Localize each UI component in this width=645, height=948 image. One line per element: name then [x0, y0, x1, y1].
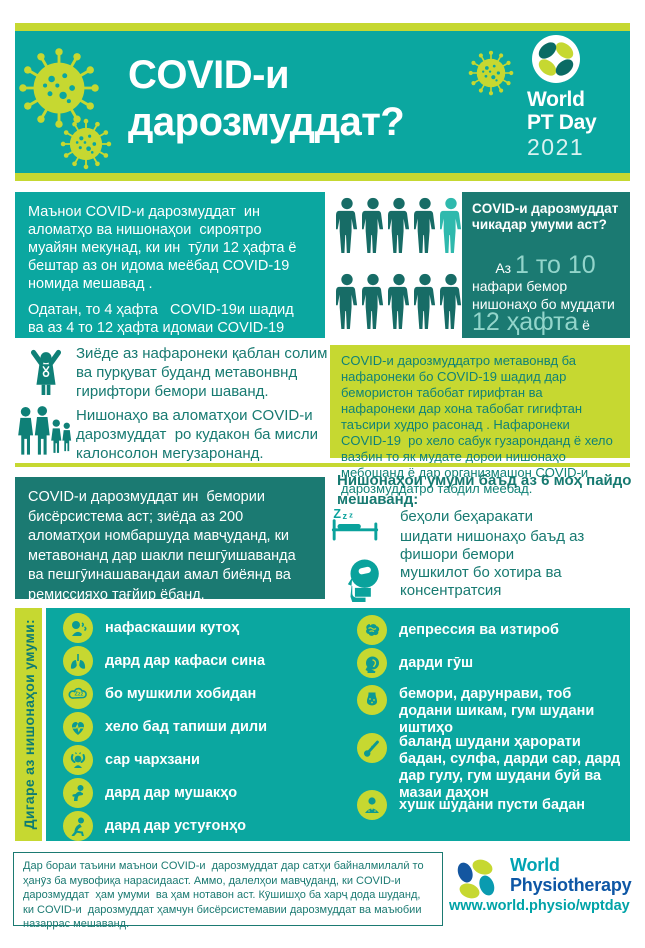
- world-physiotherapy-wordmark: World Physiotherapy: [510, 855, 632, 895]
- virus-icon: [468, 50, 514, 96]
- heartbeat-icon: [63, 712, 93, 742]
- symptom-fever-cough: баланд шудани ҳарорати бадан, сулфа, дар…: [399, 734, 621, 801]
- pt-logo-word2: PT Day: [527, 111, 597, 134]
- prevalence-seg2: нафари бемор нишонаҳо бо муддати: [472, 260, 619, 312]
- person-icon: [362, 272, 384, 332]
- person-icon-highlighted: [440, 196, 462, 256]
- symptom-palpitations: хело бад тапиши дили: [105, 719, 268, 735]
- prevalence-seg1: Аз: [495, 260, 515, 276]
- person-icon: [414, 196, 436, 256]
- footer-note-box: Дар бораи таъини маънои COVID-и дарозмуд…: [13, 852, 443, 930]
- winner-icon: [30, 349, 62, 395]
- definition-box: Маънои COVID-и дарозмуддат ин аломатҳо в…: [15, 192, 325, 354]
- dizziness-icon: [63, 745, 93, 775]
- multisystem-box: COVID-и дарозмуддат ин бемории бисёрсист…: [15, 477, 325, 603]
- six-month-heading: Нишонаҳои умуми баъд аз 6 моҳ пайдо меша…: [337, 472, 632, 508]
- six-month-item-post-exertion: шидати нишонаҳо баъд аз фишори бемори: [400, 528, 585, 563]
- ear-icon: [357, 648, 387, 678]
- symptom-depression-anxiety: депрессия ва изтироб: [399, 622, 559, 638]
- people-pictogram-grid: [336, 196, 462, 332]
- world-physiotherapy-logo-icon: [450, 853, 502, 905]
- person-icon: [388, 196, 410, 256]
- symptom-joint-pain: дард дар устуғонҳо: [105, 818, 247, 834]
- svg-text:z: z: [343, 511, 348, 521]
- symptom-chest-pain: дард дар кафаси сина: [105, 653, 266, 669]
- symptoms-sidebar-label: Дигаре аз нишонаҳои умуми:: [20, 619, 37, 830]
- brain-icon: [357, 615, 387, 645]
- page-title: COVID-и дарозмуддат?: [128, 52, 405, 146]
- symptom-gastro: бемори, дарунрави, тоб додани шикам, гум…: [399, 686, 595, 736]
- page-title-line1: COVID-и: [128, 53, 290, 97]
- sleep-icon: Zzz: [63, 679, 93, 709]
- virus-icon: [18, 47, 100, 129]
- stomach-icon: [357, 685, 387, 715]
- wp-logo-word1: World: [510, 855, 560, 875]
- prevalence-big-1to10: 1 то 10: [515, 251, 596, 279]
- symptom-dizziness: сар чархзани: [105, 752, 200, 768]
- prevalence-big-12weeks: 12 ҳафта: [472, 308, 579, 336]
- wp-logo-word2: Physiotherapy: [510, 875, 632, 895]
- joint-pain-icon: [63, 811, 93, 841]
- bed-sleep-icon: Z z z: [331, 507, 379, 541]
- definition-paragraph-1: Маънои COVID-и дарозмуддат ин аломатҳо в…: [28, 204, 301, 292]
- pt-logo-word1: World: [527, 88, 585, 111]
- world-pt-day-wordmark: World PT Day 2021: [527, 88, 597, 160]
- fact-healthy-people: Зиёде аз нафаронеки қаблан солим ва пурқ…: [76, 345, 328, 400]
- symptom-ear-pain: дарди гӯш: [399, 655, 474, 671]
- person-icon: [388, 272, 410, 332]
- svg-text:Z: Z: [333, 507, 341, 521]
- head-memory-icon: [347, 559, 379, 602]
- svg-text:Zzz: Zzz: [75, 692, 84, 698]
- symptom-breathlessness: нафаскашии кутоҳ: [105, 620, 240, 636]
- definition-paragraph-2: Одатан, то 4 ҳафта COVID-19и шадид ва аз…: [28, 302, 298, 354]
- website-url: www.world.physio/wptday: [449, 898, 630, 914]
- world-pt-day-logo-icon: [532, 35, 580, 83]
- page-title-line2: дарозмуддат?: [128, 100, 405, 144]
- person-icon: [414, 272, 436, 332]
- six-month-item-fatigue: беҳоли беҳаракати: [400, 508, 534, 525]
- symptom-muscle-pain: дард дар мушакҳо: [105, 785, 238, 801]
- thermometer-icon: [357, 733, 387, 763]
- symptom-dry-skin: хушк шудани пусти бадан: [399, 797, 586, 813]
- six-month-item-memory: мушкилот бо хотира ва консентратсия: [400, 564, 562, 599]
- muscle-pain-icon: [63, 778, 93, 808]
- cough-icon: [63, 613, 93, 643]
- svg-text:z: z: [349, 510, 353, 519]
- virus-icon: [60, 118, 112, 170]
- fact-children: Нишонаҳо ва аломатҳои COVID-и дарозмудда…: [76, 407, 323, 462]
- prevalence-heading: COVID-и дарозмуддат чикадар умуми аст?: [472, 201, 619, 232]
- lungs-icon: [63, 646, 93, 676]
- symptom-sleep-difficulty: бо мушкили хобидан: [105, 686, 257, 702]
- skin-icon: [357, 790, 387, 820]
- symptoms-sidebar: Дигаре аз нишонаҳои умуми:: [15, 608, 42, 841]
- section-divider: [15, 463, 630, 467]
- header-banner: [15, 23, 630, 181]
- person-icon: [362, 196, 384, 256]
- prevalence-box: COVID-и дарозмуддат чикадар умуми аст? А…: [462, 192, 630, 369]
- person-icon: [440, 272, 462, 332]
- person-icon: [336, 196, 358, 256]
- family-icon: [18, 406, 72, 455]
- transmission-box: COVID-и дарозмуддатро метавонвд ба нафар…: [330, 345, 630, 496]
- symptoms-panel: [46, 608, 630, 841]
- pt-logo-year: 2021: [527, 134, 585, 160]
- person-icon: [336, 272, 358, 332]
